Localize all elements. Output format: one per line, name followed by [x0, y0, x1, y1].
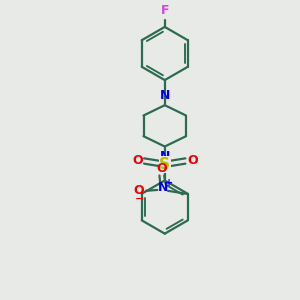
Text: N: N — [160, 150, 170, 163]
Text: −: − — [134, 194, 144, 204]
Text: N: N — [160, 88, 170, 102]
Text: O: O — [187, 154, 197, 167]
Text: N: N — [158, 182, 168, 194]
Text: +: + — [165, 178, 173, 188]
Text: S: S — [159, 157, 170, 172]
Text: O: O — [132, 154, 142, 167]
Text: F: F — [160, 4, 169, 17]
Text: O: O — [134, 184, 144, 197]
Text: O: O — [156, 162, 166, 175]
